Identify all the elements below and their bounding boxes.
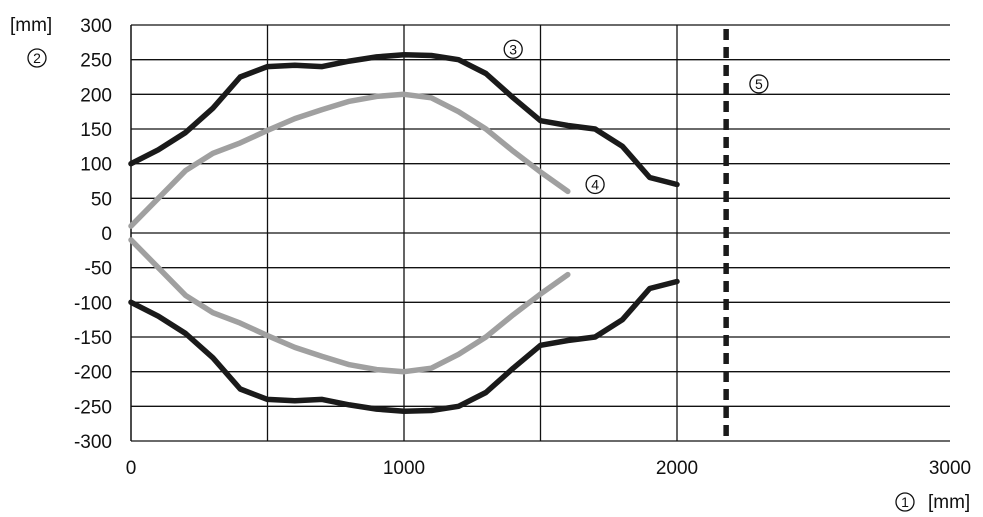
y-tick-label: -200 xyxy=(74,363,112,384)
x-tick-label: 2000 xyxy=(656,458,698,479)
y-tick-label: 250 xyxy=(80,51,112,72)
x-axis-callout-number: 1 xyxy=(901,494,909,510)
series-line-3-lower xyxy=(128,278,680,414)
callout-5: 5 xyxy=(749,74,769,94)
x-axis-callout: 1 xyxy=(895,492,915,512)
x-tick-label: 3000 xyxy=(929,458,971,479)
series-line-4-upper xyxy=(128,91,571,229)
callout-circle xyxy=(503,39,523,59)
y-tick-label: 200 xyxy=(80,85,112,106)
x-axis-unit: [mm] xyxy=(928,492,970,513)
y-axis-callout-circle xyxy=(27,48,47,68)
series-line-4-lower xyxy=(128,237,571,375)
y-axis-unit: [mm] xyxy=(10,15,52,36)
y-tick-label: -250 xyxy=(74,397,112,418)
callout-4: 4 xyxy=(585,174,605,195)
callout-number: 4 xyxy=(591,176,599,192)
callout-number: 3 xyxy=(509,41,517,57)
y-tick-label: -150 xyxy=(74,328,112,349)
annotation-layer: 3 4 5 xyxy=(503,39,769,195)
x-tick-label: 0 xyxy=(126,458,137,479)
series-line-3-upper xyxy=(128,52,680,188)
callout-number: 5 xyxy=(755,76,763,92)
x-tick-label: 1000 xyxy=(383,458,425,479)
y-tick-label: 50 xyxy=(91,189,112,210)
y-tick-label: -300 xyxy=(74,432,112,453)
y-tick-label: -50 xyxy=(85,259,112,280)
y-tick-label: 0 xyxy=(101,224,112,245)
tick-label-layer: 300250200150100500-50-100-150-200-250-30… xyxy=(74,16,971,479)
callout-circle xyxy=(749,74,769,94)
y-axis-callout-number: 2 xyxy=(33,50,41,66)
y-axis-callout: 2 xyxy=(27,48,47,68)
y-tick-label: 100 xyxy=(80,155,112,176)
grid-layer xyxy=(130,24,950,442)
series-layer xyxy=(128,52,680,414)
x-axis-callout-circle xyxy=(895,492,915,512)
callout-circle xyxy=(585,174,605,195)
y-tick-label: -100 xyxy=(74,293,112,314)
callout-3: 3 xyxy=(503,39,523,59)
y-tick-label: 150 xyxy=(80,120,112,141)
y-tick-label: 300 xyxy=(80,16,112,37)
